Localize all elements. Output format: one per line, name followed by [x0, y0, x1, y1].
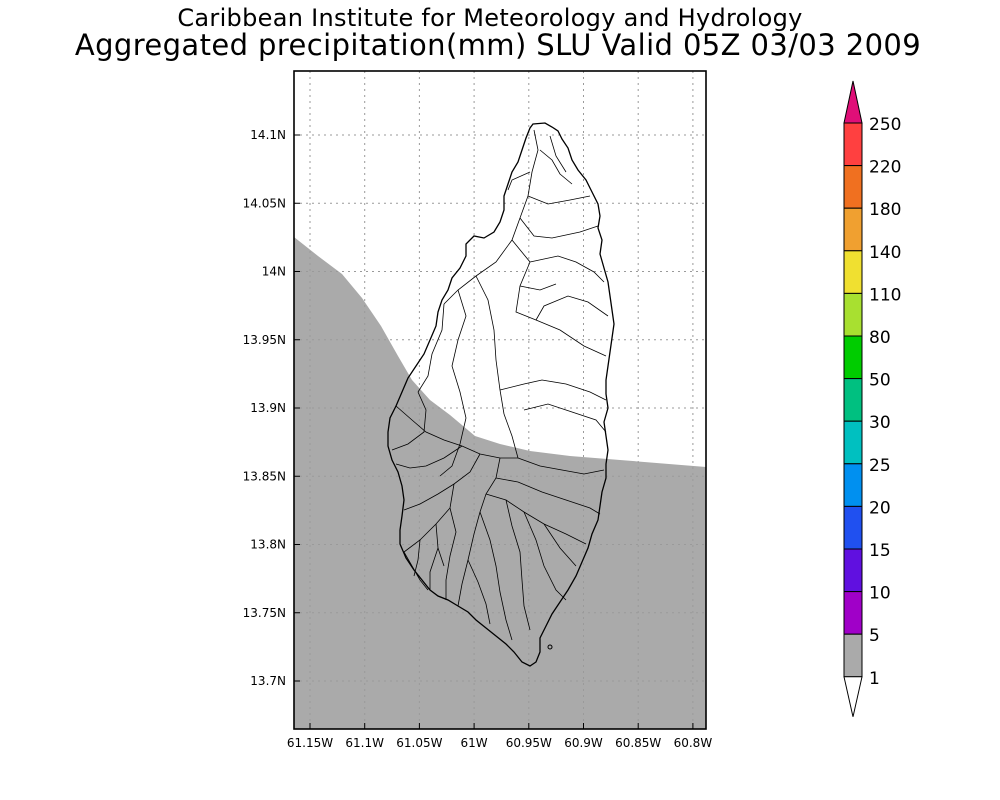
lat-tick-label: 13.75N	[243, 606, 286, 620]
colorbar-segment	[843, 292, 863, 337]
lon-tick-label: 61.05W	[396, 736, 442, 750]
lat-tick-label: 13.85N	[243, 469, 286, 483]
precipitation-colorbar: 250 220 180 140 110 80 50 30 25 20 15 10 5 1	[843, 80, 901, 717]
colorbar-segment	[843, 250, 863, 294]
colorbar-segment	[843, 122, 863, 167]
lon-tick-label: 61.15W	[287, 736, 333, 750]
longitude-axis: 61.15W 61.1W 61.05W 61W 60.95W 60.9W 60.85W 60.…	[287, 723, 712, 750]
lon-tick-label: 60.9W	[564, 736, 603, 750]
chart-title: Caribbean Institute for Meteorology and …	[177, 4, 803, 32]
latitude-axis: 14.1N 14.05N 14N 13.95N 13.9N 13.85N 13.8N 13.7…	[243, 128, 300, 688]
lon-tick-label: 60.8W	[674, 736, 713, 750]
lon-tick-label: 61.1W	[345, 736, 384, 750]
lat-tick-label: 14.1N	[250, 128, 286, 142]
colorbar-label: 5	[869, 626, 880, 646]
colorbar-segment	[843, 378, 863, 422]
colorbar-segment	[843, 633, 863, 678]
lon-tick-label: 60.85W	[615, 736, 661, 750]
colorbar-segment	[843, 548, 863, 593]
colorbar-segment	[843, 165, 863, 209]
colorbar-segment	[843, 335, 863, 380]
colorbar-label: 1	[869, 669, 880, 689]
lat-tick-label: 13.8N	[250, 538, 286, 552]
island-outline	[387, 122, 615, 667]
colorbar-label: 20	[869, 498, 891, 518]
chart-subtitle: Aggregated precipitation(mm) SLU Valid 0…	[74, 28, 922, 62]
lon-tick-label: 60.95W	[506, 736, 552, 750]
colorbar-label: 15	[869, 541, 891, 561]
colorbar-label: 250	[869, 115, 901, 135]
colorbar-top-arrow	[843, 80, 863, 124]
colorbar-segment	[843, 463, 863, 507]
colorbar-label: 10	[869, 584, 891, 604]
colorbar-label: 140	[869, 243, 901, 263]
colorbar-segment	[843, 505, 863, 550]
map-plot-area	[293, 70, 707, 730]
precip-shaded-region	[294, 237, 706, 729]
colorbar-segment	[843, 207, 863, 252]
colorbar-segment	[843, 591, 863, 635]
colorbar-label: 25	[869, 456, 891, 476]
lat-tick-label: 13.7N	[250, 674, 286, 688]
colorbar-label: 30	[869, 413, 891, 433]
lat-tick-label: 14.05N	[243, 196, 286, 210]
lon-tick-label: 61W	[461, 736, 488, 750]
colorbar-label: 50	[869, 371, 891, 391]
colorbar-bottom-arrow	[843, 676, 863, 717]
colorbar-segment	[843, 420, 863, 465]
lat-tick-label: 13.9N	[250, 401, 286, 415]
map-gridlines	[294, 71, 706, 729]
map-frame	[293, 70, 707, 730]
colorbar-label: 180	[869, 200, 901, 220]
lat-tick-label: 13.95N	[243, 333, 286, 347]
colorbar-label: 110	[869, 285, 901, 305]
colorbar-label: 80	[869, 328, 891, 348]
colorbar-label: 220	[869, 158, 901, 178]
lat-tick-label: 14N	[262, 265, 286, 279]
river-network	[391, 129, 609, 641]
